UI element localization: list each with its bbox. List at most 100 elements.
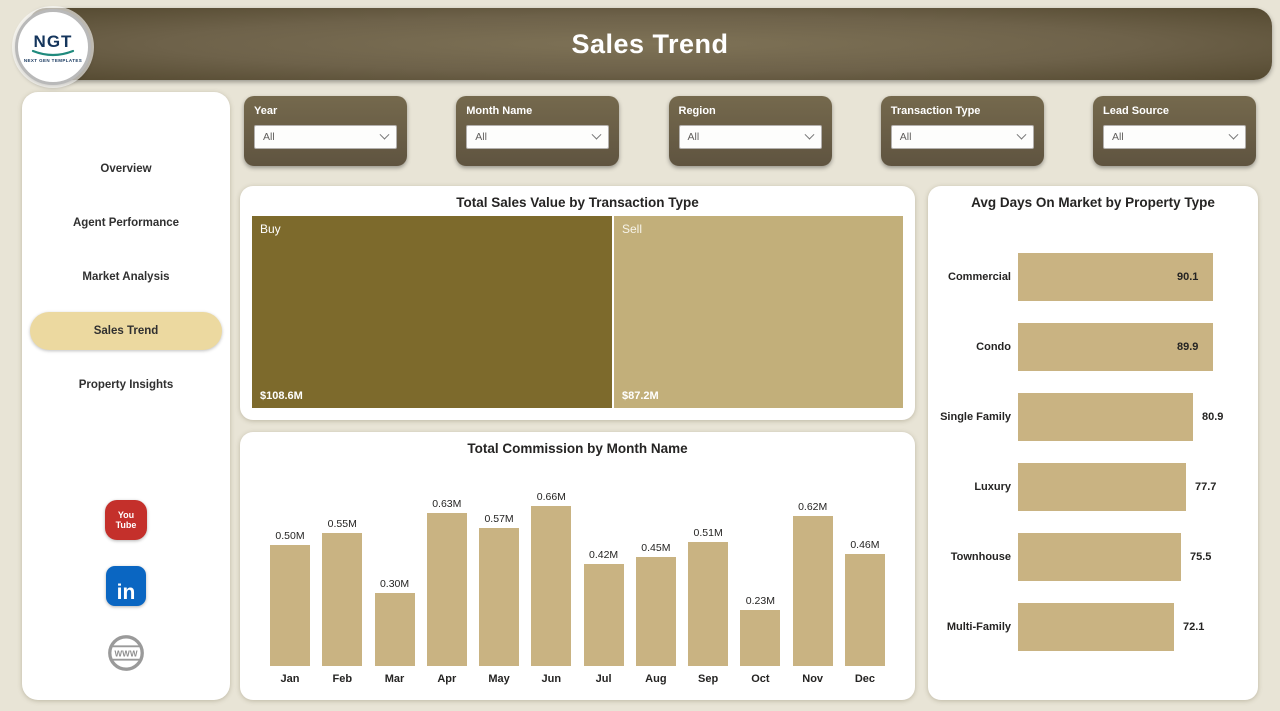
hbar-category-label: Multi-Family [946,621,1011,633]
website-globe-icon[interactable]: WWW [105,632,147,674]
bar-oct[interactable] [740,610,781,666]
bar-jul[interactable] [583,564,624,666]
chevron-down-icon [1228,129,1239,140]
bar-category-label: Dec [854,673,876,685]
slicer-value-region: All [687,131,700,143]
treemap-segment-buy[interactable]: Buy $108.6M [252,216,612,408]
bar-value-label: 0.63M [432,498,462,510]
slicer-label-lead-source: Lead Source [1103,105,1170,117]
treemap-segment-sell[interactable]: Sell $87.2M [613,216,903,408]
bar-aug[interactable] [635,557,676,666]
slicer-label-month-name: Month Name [466,105,533,117]
hbar-row-commercial: Commercial 90.1 [934,242,1252,312]
hbar-track: 89.9 [1018,323,1252,371]
hbar-value-label: 72.1 [1183,621,1205,633]
treemap-segment-value: $87.2M [621,390,659,402]
slicer-value-transaction-type: All [899,131,912,143]
chevron-down-icon [804,129,814,140]
bar-value-label: 0.46M [850,539,880,551]
bar-nov[interactable] [792,516,833,666]
hbar-track: 77.7 [1018,463,1252,511]
bar-column-apr: 0.63M Apr [426,498,467,688]
slicer-dropdown-region[interactable]: All [678,125,822,149]
logo-swoosh-icon [31,49,75,56]
bar-value-label: 0.45M [641,542,671,554]
hbar-value-label: 80.9 [1202,411,1224,423]
bar-category-label: Aug [645,673,667,685]
bar-category-label: Feb [332,673,353,685]
slicer-dropdown-month-name[interactable]: All [466,125,610,149]
bar-column-jul: 0.42M Jul [583,549,624,688]
hbar-townhouse[interactable] [1018,533,1181,581]
hbar-track: 80.9 [1018,393,1252,441]
bar-mar[interactable] [374,593,415,666]
bar-category-label: Nov [802,673,824,685]
hbar-commercial[interactable] [1018,253,1213,301]
bar-category-label: Jul [595,673,612,685]
bar-value-label: 0.66M [536,491,566,503]
youtube-icon-text2: Tube [115,520,137,530]
hbar-value-label: 89.9 [1177,341,1199,353]
chevron-down-icon [1016,129,1027,140]
bar-category-label: Jan [280,673,300,685]
column-chart-title: Total Commission by Month Name [467,441,688,456]
chevron-down-icon [379,129,390,140]
treemap-segment-label: Buy [260,222,281,236]
hbar-category-label: Single Family [940,411,1011,423]
slicer-value-year: All [263,131,275,143]
treemap-segment-label: Sell [621,222,642,236]
hbar-multi-family[interactable] [1018,603,1174,651]
slicer-value-month-name: All [475,131,487,143]
bar-sep[interactable] [688,542,729,666]
bar-value-label: 0.42M [589,549,619,561]
social-links: You Tube in WWW [22,500,230,674]
hbar-category-label: Commercial [948,271,1011,283]
bar-column-oct: 0.23M Oct [740,595,781,688]
bar-column-nov: 0.62M Nov [792,501,833,688]
filter-bar: Year All Month Name All Region All Transaction… [244,96,1256,170]
hbar-single-family[interactable] [1018,393,1193,441]
bar-dec[interactable] [844,554,885,666]
slicer-dropdown-lead-source[interactable]: All [1103,125,1246,149]
logo-text: NGT [33,31,73,51]
bar-apr[interactable] [426,513,467,666]
hbar-category-label: Townhouse [950,551,1011,563]
bar-jun[interactable] [531,506,572,666]
bar-column-aug: 0.45M Aug [635,542,676,688]
sidebar-item-market-analysis[interactable]: Market Analysis [82,271,170,283]
hbar-track: 75.5 [1018,533,1252,581]
hbar-row-townhouse: Townhouse 75.5 [934,522,1252,592]
logo-subtitle: NEXT GEN TEMPLATES [23,57,83,63]
slicer-region: Region All [668,96,832,166]
linkedin-icon[interactable]: in [106,566,146,606]
slicer-label-transaction-type: Transaction Type [890,105,981,117]
slicer-year: Year All [244,96,407,166]
youtube-icon[interactable]: You Tube [105,500,147,540]
bar-may[interactable] [479,528,520,666]
bar-feb[interactable] [322,533,363,666]
sidebar-item-property-insights[interactable]: Property Insights [78,379,174,391]
sidebar-item-agent-performance[interactable]: Agent Performance [72,217,180,229]
hbar-value-label: 90.1 [1177,271,1199,283]
hbar-row-condo: Condo 89.9 [934,312,1252,382]
bar-jan[interactable] [270,545,310,666]
hbar-value-label: 77.7 [1195,481,1217,493]
hbar-chart-title: Avg Days On Market by Property Type [971,195,1215,210]
youtube-icon-text1: You [117,510,135,520]
sidebar-item-overview[interactable]: Overview [100,163,152,175]
sidebar-item-sales-trend[interactable]: Sales Trend [30,312,222,350]
slicer-dropdown-transaction-type[interactable]: All [890,125,1034,149]
column-chart-card: Total Commission by Month Name 0.50M Jan 0… [240,432,915,700]
bar-column-jan: 0.50M Jan [270,530,310,688]
hbar-luxury[interactable] [1018,463,1186,511]
hbar-condo[interactable] [1018,323,1213,371]
column-chart: 0.50M Jan 0.55M Feb 0.30M Mar 0.63M Apr 0.57M May… [270,480,885,688]
bar-column-jun: 0.66M Jun [531,491,572,688]
hbar-value-label: 75.5 [1190,551,1212,563]
bar-category-label: Oct [751,673,770,685]
linkedin-icon-text: in [116,581,136,604]
treemap-title: Total Sales Value by Transaction Type [456,195,699,210]
bar-category-label: Mar [384,673,405,685]
bar-category-label: Apr [437,673,457,685]
slicer-dropdown-year[interactable]: All [254,125,397,149]
